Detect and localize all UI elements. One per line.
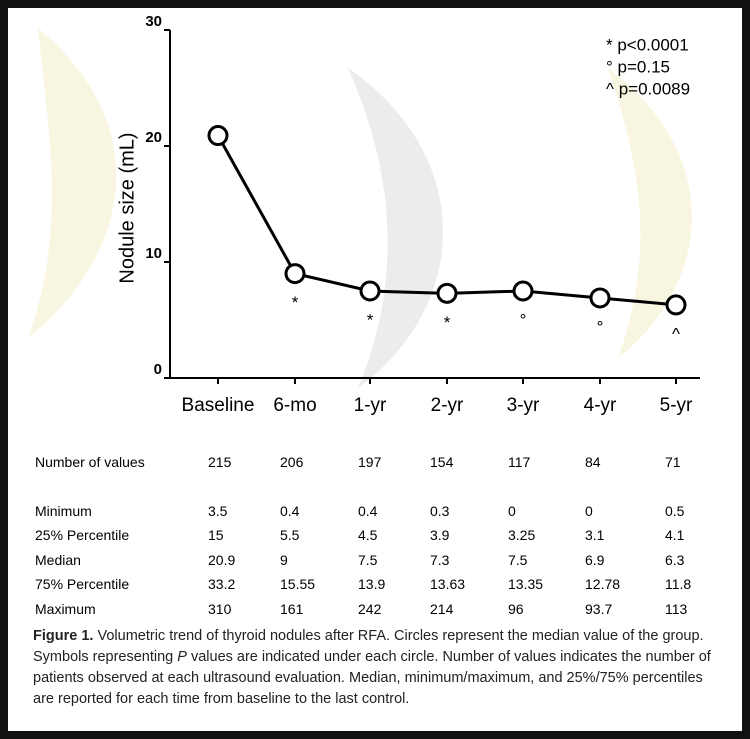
table-cell: 33.2: [208, 576, 235, 592]
row-label: Minimum: [35, 503, 92, 519]
table-cell: 206: [280, 454, 303, 470]
x-tick-label: 2-yr: [431, 395, 464, 416]
x-tick-label: 5-yr: [660, 395, 693, 416]
table-cell: 93.7: [585, 601, 612, 617]
point: [361, 282, 379, 300]
p-symbol: ^: [672, 324, 680, 343]
y-tick-label: 30: [145, 13, 162, 30]
table-cell: 117: [508, 454, 530, 470]
table-cell: 84: [585, 454, 601, 470]
x-tick-label: 4-yr: [584, 395, 617, 416]
p-symbol: °: [597, 317, 604, 336]
table-cell: 154: [430, 454, 453, 470]
p-symbol: °: [520, 310, 527, 329]
table-cell: 0.5: [665, 503, 684, 519]
point: [667, 296, 685, 314]
point: [591, 289, 609, 307]
table-cell: 13.63: [430, 576, 465, 592]
caption: Figure 1. Volumetric trend of thyroid no…: [33, 626, 723, 710]
p-symbol: *: [367, 310, 374, 329]
y-tick-label: 0: [154, 361, 162, 378]
table-cell: 215: [208, 454, 231, 470]
legend-entry: ° p=0.15: [606, 57, 670, 76]
x-tick-label: 6-mo: [273, 395, 316, 416]
table-cell: 3.5: [208, 503, 227, 519]
table-cell: 9: [280, 552, 288, 568]
table-cell: 20.9: [208, 552, 235, 568]
table-cell: 0.3: [430, 503, 449, 519]
row-label: Number of values: [35, 454, 145, 470]
figure: Nodule size (mL) 0 10 20 30 * p<0.0001 ° p=0.…: [0, 0, 750, 739]
table-cell: 4.5: [358, 527, 377, 543]
table-cell: 11.8: [665, 576, 691, 592]
table-cell: 5.5: [280, 527, 299, 543]
table-cell: 161: [280, 601, 303, 617]
table-cell: 7.5: [358, 552, 377, 568]
caption-label: Figure 1.: [33, 628, 93, 644]
x-tick-label: 1-yr: [354, 395, 387, 416]
row-label: 75% Percentile: [35, 576, 129, 592]
x-tick-label: 3-yr: [507, 395, 540, 416]
p-symbol: *: [444, 313, 451, 332]
y-tick-label: 20: [145, 129, 162, 146]
table-cell: 13.35: [508, 576, 543, 592]
table-cell: 13.9: [358, 576, 385, 592]
table-cell: 242: [358, 601, 381, 617]
table-cell: 3.9: [430, 527, 449, 543]
table-cell: 3.25: [508, 527, 535, 543]
table-cell: 197: [358, 454, 381, 470]
table-cell: 6.3: [665, 552, 684, 568]
point: [286, 265, 304, 283]
y-axis-label: Nodule size (mL): [116, 132, 138, 283]
table-cell: 7.3: [430, 552, 449, 568]
table-cell: 15: [208, 527, 224, 543]
table-cell: 4.1: [665, 527, 684, 543]
table-cell: 96: [508, 601, 524, 617]
point: [514, 282, 532, 300]
table-cell: 7.5: [508, 552, 527, 568]
table-cell: 15.55: [280, 576, 315, 592]
legend-entry: ^ p=0.0089: [606, 79, 690, 98]
table-cell: 71: [665, 454, 681, 470]
x-tick-label: Baseline: [182, 395, 255, 416]
point: [209, 127, 227, 145]
row-label: 25% Percentile: [35, 527, 129, 543]
legend-entry: * p<0.0001: [606, 35, 689, 54]
table-cell: 6.9: [585, 552, 604, 568]
table-cell: 12.78: [585, 576, 620, 592]
table-cell: 0.4: [280, 503, 299, 519]
y-tick-label: 10: [145, 245, 162, 262]
caption-text: P: [177, 649, 187, 665]
p-symbol: *: [292, 293, 299, 312]
table-cell: 3.1: [585, 527, 604, 543]
point: [438, 284, 456, 302]
row-label: Maximum: [35, 601, 96, 617]
table-cell: 0: [508, 503, 516, 519]
table-cell: 113: [665, 601, 687, 617]
row-label: Median: [35, 552, 81, 568]
table-cell: 214: [430, 601, 453, 617]
table-cell: 0: [585, 503, 593, 519]
chart: Nodule size (mL) 0 10 20 30 * p<0.0001 ° p=0.…: [8, 8, 742, 731]
table-cell: 310: [208, 601, 231, 617]
table-cell: 0.4: [358, 503, 377, 519]
